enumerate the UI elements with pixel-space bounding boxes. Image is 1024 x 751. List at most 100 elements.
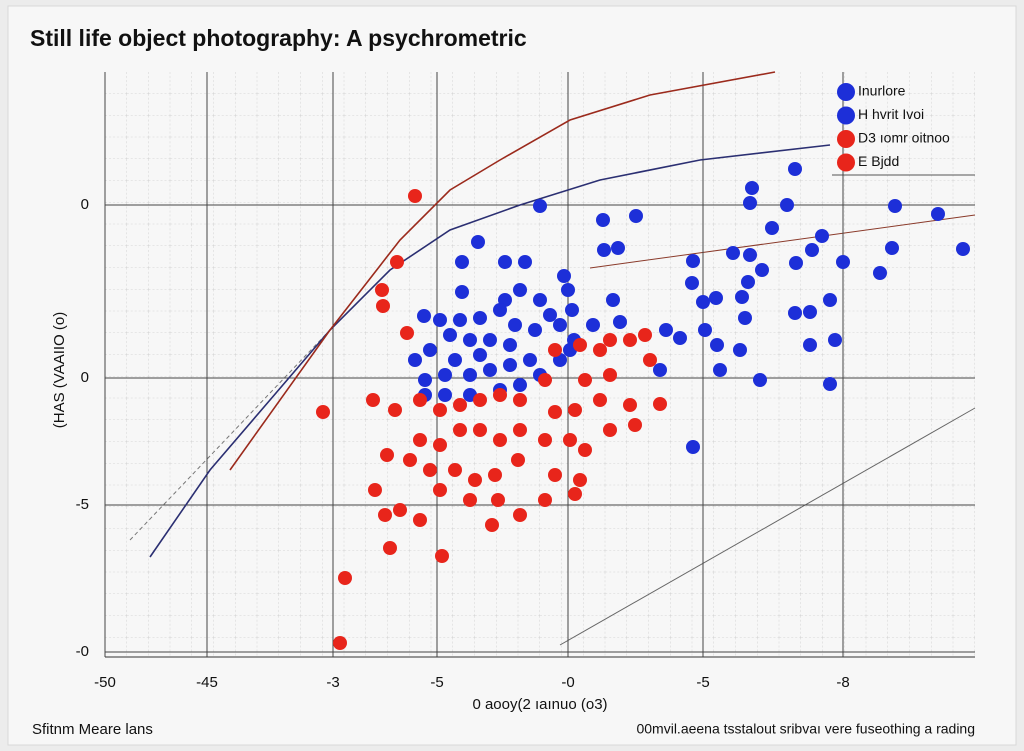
legend-swatch	[837, 153, 855, 172]
point	[638, 328, 652, 342]
point	[448, 353, 462, 367]
x-tick-label: -50	[94, 674, 116, 691]
point	[623, 398, 637, 412]
point	[393, 503, 407, 517]
legend-swatch	[837, 130, 855, 148]
point	[533, 293, 547, 307]
point	[738, 311, 752, 325]
point	[673, 331, 687, 345]
point	[578, 373, 592, 387]
point	[603, 368, 617, 382]
point	[828, 333, 842, 347]
point	[508, 318, 522, 332]
point	[548, 468, 562, 482]
point	[803, 338, 817, 352]
point	[755, 263, 769, 277]
point	[471, 235, 485, 249]
point	[468, 473, 482, 487]
point	[433, 403, 447, 417]
point	[493, 433, 507, 447]
point	[463, 333, 477, 347]
point	[823, 377, 837, 391]
point	[423, 463, 437, 477]
point	[400, 326, 414, 340]
point	[483, 333, 497, 347]
point	[513, 423, 527, 437]
point	[408, 189, 422, 203]
point	[629, 209, 643, 223]
point	[557, 269, 571, 283]
point	[463, 493, 477, 507]
point	[435, 549, 449, 563]
x-tick-label: -0	[561, 674, 574, 691]
point	[453, 423, 467, 437]
point	[488, 468, 502, 482]
y-tick-label: -5	[76, 496, 89, 513]
point	[528, 323, 542, 337]
point	[805, 243, 819, 257]
point	[753, 373, 767, 387]
point	[596, 213, 610, 227]
point	[380, 448, 394, 462]
point	[548, 405, 562, 419]
point	[383, 541, 397, 555]
point	[606, 293, 620, 307]
point	[888, 199, 902, 213]
point	[413, 393, 427, 407]
footer-right: 00mvil.aeena tsstalout sribvaı vere fuse…	[636, 721, 975, 737]
point	[603, 423, 617, 437]
point	[538, 433, 552, 447]
y-tick-label: 0	[81, 196, 89, 213]
point	[745, 181, 759, 195]
point	[366, 393, 380, 407]
point	[376, 299, 390, 313]
point	[686, 440, 700, 454]
point	[455, 285, 469, 299]
point	[390, 255, 404, 269]
point	[741, 275, 755, 289]
point	[513, 378, 527, 392]
reference-line	[129, 329, 331, 541]
point	[463, 368, 477, 382]
point	[733, 343, 747, 357]
x-tick-label: -5	[696, 674, 709, 691]
point	[388, 403, 402, 417]
point	[653, 397, 667, 411]
point	[378, 508, 392, 522]
point	[511, 453, 525, 467]
point	[473, 423, 487, 437]
point	[503, 358, 517, 372]
point	[513, 283, 527, 297]
legend-label: D3 ıomr oitnoo	[858, 130, 950, 146]
point	[726, 246, 740, 260]
point	[375, 283, 389, 297]
point	[513, 508, 527, 522]
point	[438, 388, 452, 402]
point	[561, 283, 575, 297]
point	[789, 256, 803, 270]
point	[578, 443, 592, 457]
point	[686, 254, 700, 268]
point	[433, 438, 447, 452]
point	[473, 311, 487, 325]
point	[780, 198, 794, 212]
point	[493, 303, 507, 317]
point	[533, 199, 547, 213]
series-line	[229, 71, 776, 471]
point	[543, 308, 557, 322]
x-tick-label: -45	[196, 674, 218, 691]
point	[473, 348, 487, 362]
point	[523, 353, 537, 367]
point	[593, 343, 607, 357]
x-axis-label: 0 aooy(2 ıaınuo (o3)	[472, 696, 607, 713]
series-line	[149, 144, 831, 558]
point	[491, 493, 505, 507]
point	[765, 221, 779, 235]
point	[453, 313, 467, 327]
point	[417, 309, 431, 323]
point	[538, 493, 552, 507]
point	[413, 433, 427, 447]
point	[408, 353, 422, 367]
